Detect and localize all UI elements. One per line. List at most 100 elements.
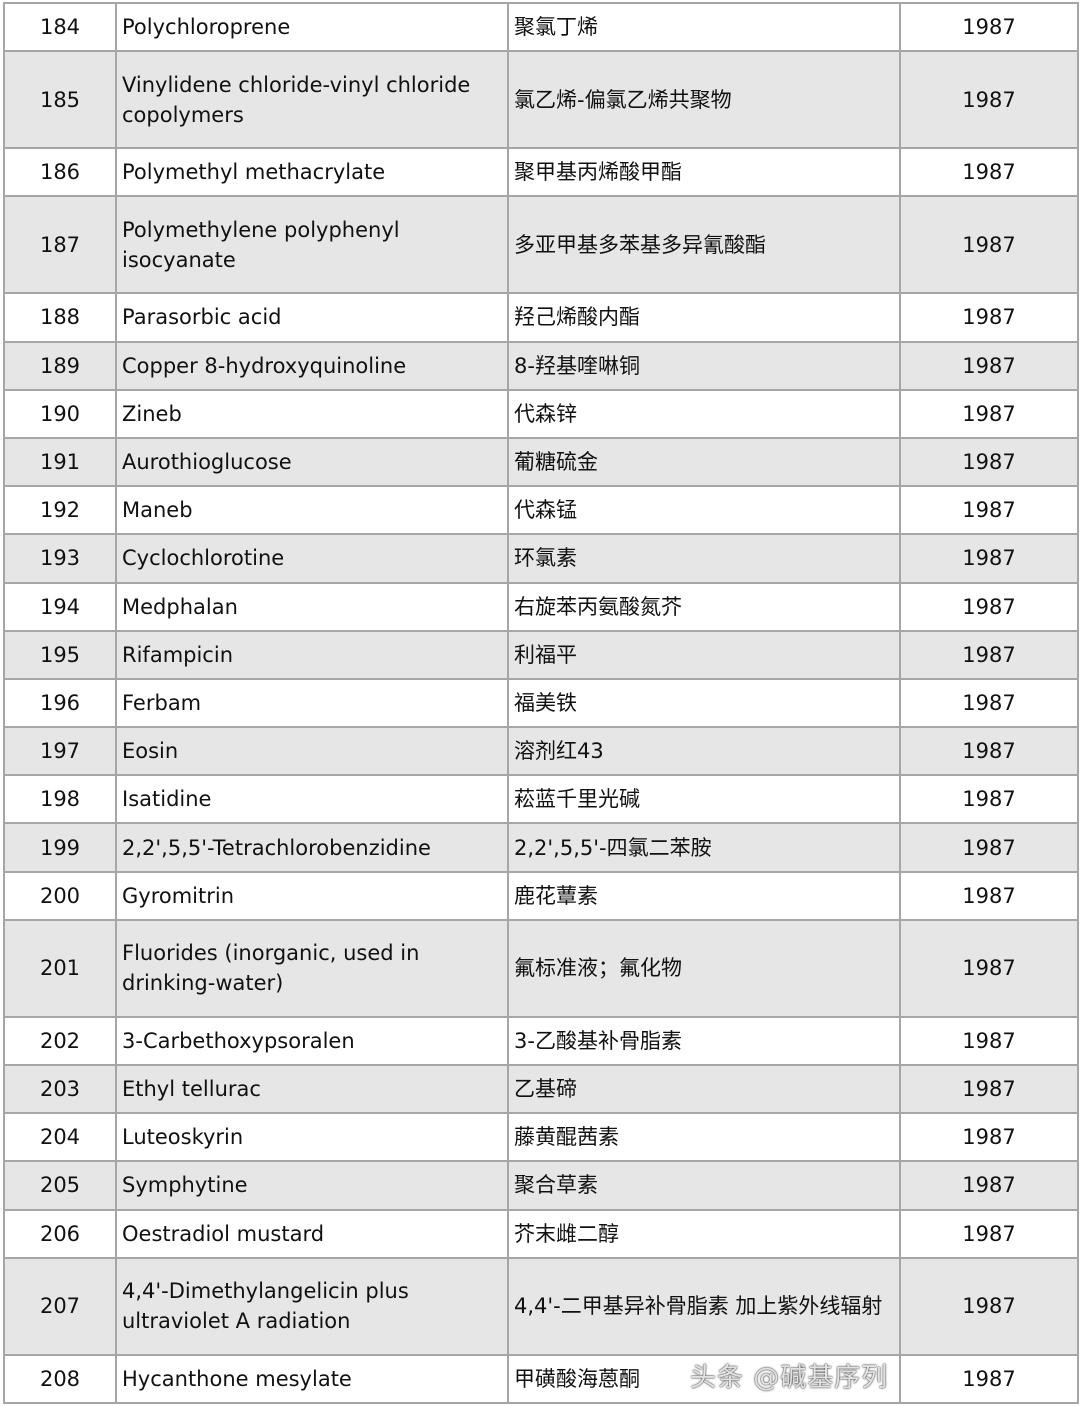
table-row: 187 Polymethylene polyphenyl isocyanate 多亚… (3, 195, 1079, 295)
chinese-name-cell: 甲磺酸海蒽酮 (507, 1353, 901, 1404)
row-number-cell: 200 (3, 870, 117, 921)
row-number-cell: 207 (3, 1256, 117, 1356)
row-number-cell: 186 (3, 147, 117, 198)
year-cell: 1987 (899, 485, 1079, 536)
chinese-name-cell: 芥末雌二醇 (507, 1208, 901, 1259)
table-row: 201 Fluorides (inorganic, used in drinkin… (3, 918, 1079, 1018)
table-row: 193 Cyclochlorotine 环氯素 1987 (3, 533, 1079, 584)
english-name-cell: Isatidine (115, 774, 509, 825)
english-name-cell: 2,2',5,5'-Tetrachlorobenzidine (115, 822, 509, 873)
row-number-cell: 189 (3, 340, 117, 391)
chinese-name-cell: 溶剂红43 (507, 726, 901, 777)
table-row: 205 Symphytine 聚合草素 1987 (3, 1160, 1079, 1211)
english-name-cell: Gyromitrin (115, 870, 509, 921)
table-row: 190 Zineb 代森锌 1987 (3, 388, 1079, 439)
table-row: 203 Ethyl tellurac 乙基碲 1987 (3, 1063, 1079, 1115)
table-row: 184 Polychloroprene 聚氯丁烯 1987 (3, 1, 1079, 53)
chinese-name-cell: 藤黄醌茜素 (507, 1112, 901, 1163)
year-cell: 1987 (899, 677, 1079, 729)
row-number-cell: 185 (3, 50, 117, 150)
table-row: 186 Polymethyl methacrylate 聚甲基丙烯酸甲酯 1987 (3, 147, 1079, 198)
row-number-cell: 187 (3, 195, 117, 295)
row-number-cell: 197 (3, 726, 117, 777)
chinese-name-cell: 代森锰 (507, 485, 901, 536)
table-row: 194 Medphalan 右旋苯丙氨酸氮芥 1987 (3, 581, 1079, 632)
carcinogen-table: 184 Polychloroprene 聚氯丁烯 1987 185 Vinylidene … (3, 1, 1079, 1404)
english-name-cell: 3-Carbethoxypsoralen (115, 1015, 509, 1067)
table-row: 189 Copper 8-hydroxyquinoline 8-羟基喹啉铜 1987 (3, 340, 1079, 391)
row-number-cell: 199 (3, 822, 117, 873)
year-cell: 1987 (899, 1208, 1079, 1259)
english-name-cell: Luteoskyrin (115, 1112, 509, 1163)
chinese-name-cell: 环氯素 (507, 533, 901, 584)
table-row: 202 3-Carbethoxypsoralen 3-乙酸基补骨脂素 1987 (3, 1015, 1079, 1067)
chinese-name-cell: 2,2',5,5'-四氯二苯胺 (507, 822, 901, 873)
year-cell: 1987 (899, 1015, 1079, 1067)
table-row: 200 Gyromitrin 鹿花蕈素 1987 (3, 870, 1079, 921)
year-cell: 1987 (899, 1112, 1079, 1163)
english-name-cell: Eosin (115, 726, 509, 777)
table-row: 204 Luteoskyrin 藤黄醌茜素 1987 (3, 1112, 1079, 1163)
chinese-name-cell: 4,4'-二甲基异补骨脂素 加上紫外线辐射 (507, 1256, 901, 1356)
chinese-name-cell: 葡糖硫金 (507, 436, 901, 488)
table-row: 185 Vinylidene chloride-vinyl chloride co… (3, 50, 1079, 150)
row-number-cell: 193 (3, 533, 117, 584)
row-number-cell: 188 (3, 292, 117, 343)
year-cell: 1987 (899, 726, 1079, 777)
chinese-name-cell: 鹿花蕈素 (507, 870, 901, 921)
year-cell: 1987 (899, 1, 1079, 53)
table-row: 191 Aurothioglucose 葡糖硫金 1987 (3, 436, 1079, 488)
table-row: 192 Maneb 代森锰 1987 (3, 485, 1079, 536)
english-name-cell: Parasorbic acid (115, 292, 509, 343)
english-name-cell: Copper 8-hydroxyquinoline (115, 340, 509, 391)
year-cell: 1987 (899, 581, 1079, 632)
chinese-name-cell: 菘蓝千里光碱 (507, 774, 901, 825)
english-name-cell: Ferbam (115, 677, 509, 729)
row-number-cell: 195 (3, 629, 117, 680)
chinese-name-cell: 3-乙酸基补骨脂素 (507, 1015, 901, 1067)
year-cell: 1987 (899, 1353, 1079, 1404)
table-row: 199 2,2',5,5'-Tetrachlorobenzidine 2,2',5,… (3, 822, 1079, 873)
english-name-cell: Maneb (115, 485, 509, 536)
row-number-cell: 203 (3, 1063, 117, 1115)
english-name-cell: Hycanthone mesylate (115, 1353, 509, 1404)
year-cell: 1987 (899, 774, 1079, 825)
english-name-cell: Oestradiol mustard (115, 1208, 509, 1259)
year-cell: 1987 (899, 147, 1079, 198)
year-cell: 1987 (899, 292, 1079, 343)
year-cell: 1987 (899, 1160, 1079, 1211)
row-number-cell: 205 (3, 1160, 117, 1211)
english-name-cell: Zineb (115, 388, 509, 439)
english-name-cell: Medphalan (115, 581, 509, 632)
chinese-name-cell: 利福平 (507, 629, 901, 680)
year-cell: 1987 (899, 533, 1079, 584)
year-cell: 1987 (899, 918, 1079, 1018)
watermark: 头条 @碱基序列 (690, 1363, 889, 1393)
table-row: 196 Ferbam 福美铁 1987 (3, 677, 1079, 729)
chinese-name-cell: 福美铁 (507, 677, 901, 729)
table-row: 207 4,4'-Dimethylangelicin plus ultraviol… (3, 1256, 1079, 1356)
chinese-name-cell: 代森锌 (507, 388, 901, 439)
row-number-cell: 206 (3, 1208, 117, 1259)
row-number-cell: 190 (3, 388, 117, 439)
english-name-cell: Vinylidene chloride-vinyl chloride copol… (115, 50, 509, 150)
english-name-cell: Aurothioglucose (115, 436, 509, 488)
row-number-cell: 204 (3, 1112, 117, 1163)
chinese-name-cell: 聚甲基丙烯酸甲酯 (507, 147, 901, 198)
year-cell: 1987 (899, 1256, 1079, 1356)
english-name-cell: Polymethylene polyphenyl isocyanate (115, 195, 509, 295)
year-cell: 1987 (899, 870, 1079, 921)
chinese-name-cell: 羟己烯酸内酯 (507, 292, 901, 343)
row-number-cell: 184 (3, 1, 117, 53)
english-name-cell: Polymethyl methacrylate (115, 147, 509, 198)
year-cell: 1987 (899, 195, 1079, 295)
row-number-cell: 196 (3, 677, 117, 729)
chinese-name-cell: 乙基碲 (507, 1063, 901, 1115)
table-row: 206 Oestradiol mustard 芥末雌二醇 1987 (3, 1208, 1079, 1259)
year-cell: 1987 (899, 50, 1079, 150)
row-number-cell: 191 (3, 436, 117, 488)
year-cell: 1987 (899, 436, 1079, 488)
row-number-cell: 198 (3, 774, 117, 825)
row-number-cell: 192 (3, 485, 117, 536)
table-row: 195 Rifampicin 利福平 1987 (3, 629, 1079, 680)
